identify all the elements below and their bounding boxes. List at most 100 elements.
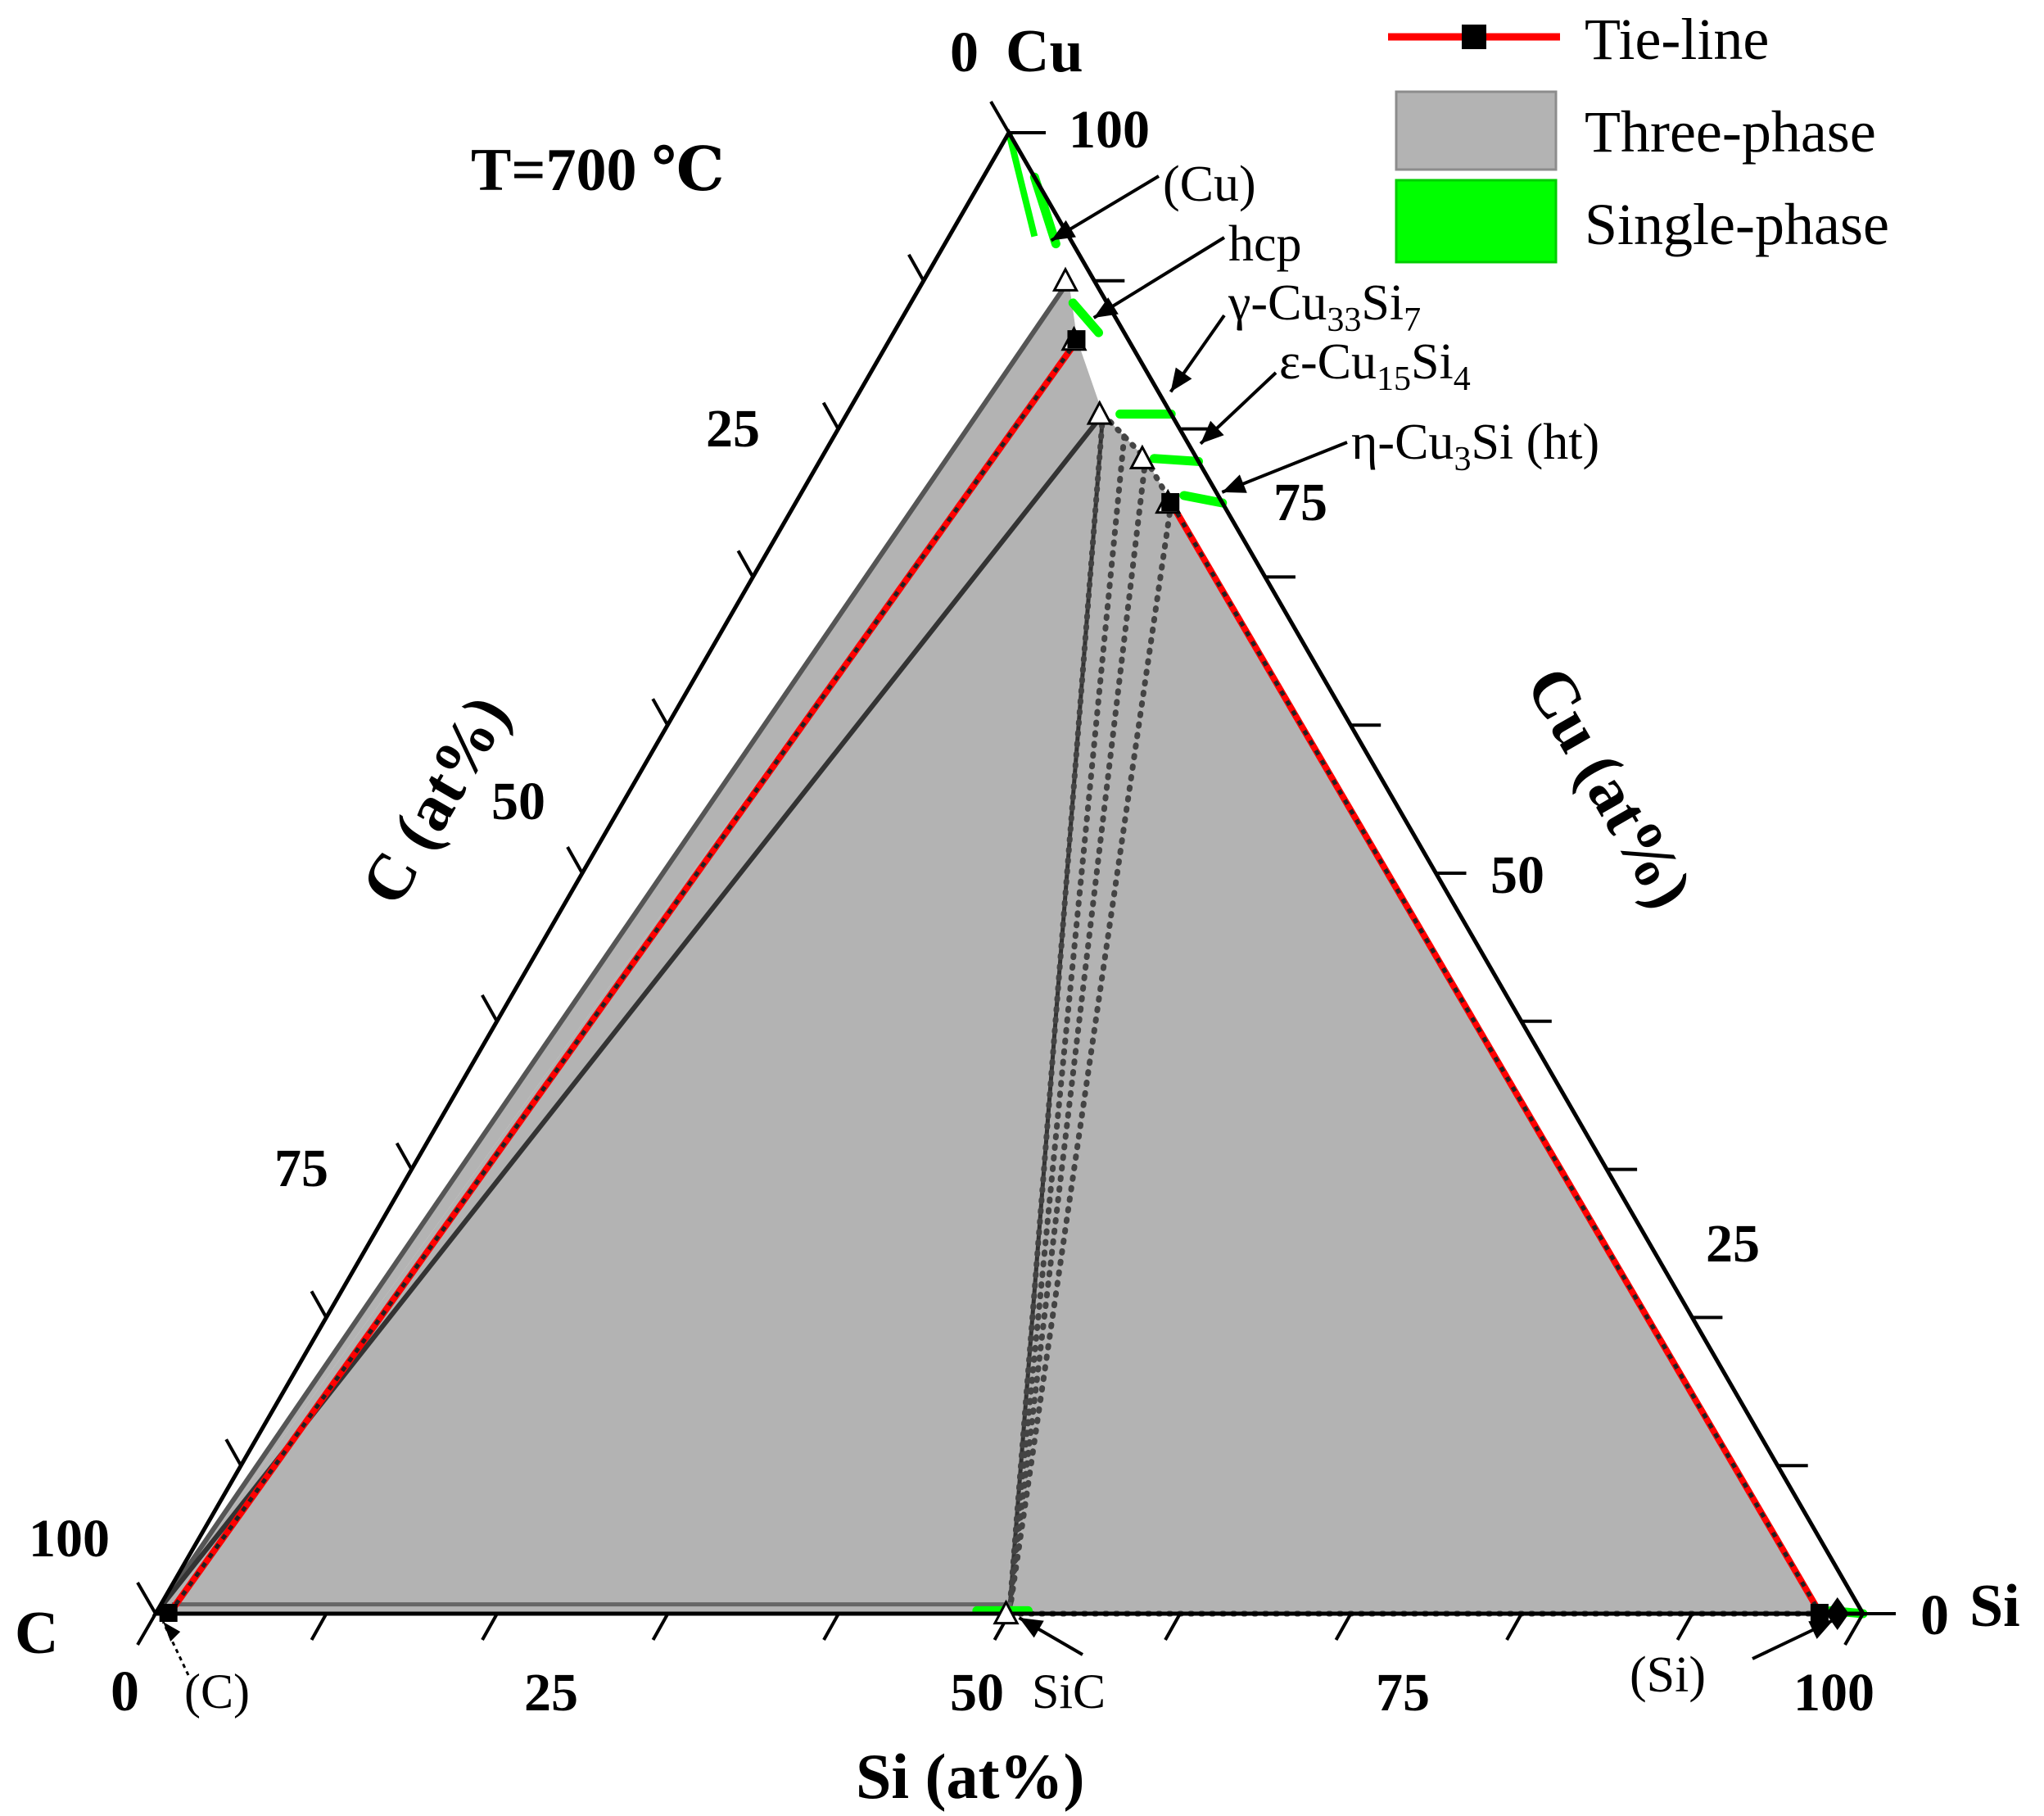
tick-label-c-100: 100 <box>29 1509 110 1569</box>
tick-bottom-60 <box>1164 1613 1182 1641</box>
legend-single-phase-swatch <box>1395 179 1558 264</box>
arrow-gamma-head <box>1170 367 1192 392</box>
arrow-hcp <box>1092 236 1226 319</box>
single-phase-region-4 <box>1179 491 1228 508</box>
tie-lines <box>166 337 1824 1616</box>
tick-left-vertex-down <box>136 1612 157 1646</box>
chart-title: T=700 ℃ <box>471 137 725 204</box>
single-phase-region-3 <box>1149 454 1204 466</box>
eta-main: η-Cu <box>1351 414 1454 470</box>
phase-marker-3 <box>1128 444 1156 469</box>
arrow-sic-head <box>1019 1618 1044 1638</box>
phase-marker-2 <box>1086 400 1113 425</box>
vertex-label-cu: Cu <box>1006 18 1083 85</box>
tick-label-cu-75: 75 <box>1273 473 1327 532</box>
gamma-sub2: 7 <box>1404 301 1421 339</box>
arrow-cu-head <box>1051 220 1076 241</box>
tick-label-si-100: 100 <box>1793 1663 1874 1723</box>
gamma-main: γ-Cu <box>1228 275 1327 331</box>
tick-left-70 <box>736 550 755 578</box>
tick-left-90 <box>907 253 925 282</box>
epsilon-sub2: 4 <box>1454 360 1471 398</box>
tick-left-30 <box>395 1142 414 1171</box>
tie-line-dash-0 <box>167 338 1079 1615</box>
gamma-mid: Si <box>1361 275 1404 331</box>
tick-label-c-75: 75 <box>274 1139 328 1198</box>
three-phase-regions <box>156 280 1820 1614</box>
tie-end-marker-3 <box>1067 330 1086 349</box>
vertex-zero-top: 0 <box>950 21 979 84</box>
tick-bottom-80 <box>1505 1613 1523 1641</box>
tick-bottom-40 <box>822 1613 840 1641</box>
arrow-c <box>161 1621 190 1676</box>
phase-label-si: (Si) <box>1630 1647 1706 1703</box>
arrow-hcp-head <box>1093 297 1119 318</box>
legend-tie-line-marker <box>1462 25 1486 49</box>
phase-label-c: (C) <box>184 1664 250 1719</box>
tick-left-20 <box>310 1290 328 1319</box>
tick-right-vertex-down <box>1843 1612 1865 1646</box>
phase-label-eta: η-Cu3Si (ht) <box>1351 414 1599 478</box>
eta-sub1: 3 <box>1454 441 1471 478</box>
single-phase-region-1 <box>1068 298 1104 337</box>
arrow-eta-head <box>1222 474 1247 493</box>
dotted-boundary-2 <box>1006 500 1174 1617</box>
tick-label-cu-25: 25 <box>1706 1214 1760 1274</box>
tick-bottom-70 <box>1334 1613 1353 1641</box>
legend-three-phase-label: Three-phase <box>1585 99 1876 165</box>
dotted-boundary-0 <box>1006 411 1106 1617</box>
tie-line-dash-1 <box>1169 501 1823 1615</box>
legend-three-phase-swatch <box>1395 90 1558 171</box>
phase-label-epsilon: ε-Cu15Si4 <box>1279 334 1471 398</box>
single-phase-region-0 <box>1029 172 1060 249</box>
boundary-line-0 <box>153 279 1071 1615</box>
tick-left-40 <box>481 994 499 1022</box>
arrow-si-head <box>1808 1620 1834 1639</box>
vertex-zero-right: 0 <box>1920 1584 1949 1647</box>
legend-tie-line-label: Tie-line <box>1585 7 1769 72</box>
tick-top-vertex-left <box>989 100 1011 134</box>
phase-marker-0 <box>1051 266 1079 292</box>
tick-label-c-50: 50 <box>491 772 545 831</box>
axis-ticks <box>136 100 1896 1646</box>
tie-end-marker-1 <box>1810 1604 1829 1622</box>
phase-label-gamma: γ-Cu33Si7 <box>1228 275 1421 339</box>
tick-bottom-10 <box>310 1613 328 1641</box>
arrow-epsilon-head <box>1201 420 1224 444</box>
tick-label-c-25: 25 <box>706 399 760 459</box>
phase-label-hcp: hcp <box>1228 216 1302 272</box>
vertex-label-c: C <box>15 1600 58 1667</box>
tick-left-80 <box>821 401 840 430</box>
tick-label-cu-50: 50 <box>1490 845 1544 905</box>
tick-label-si-25: 25 <box>524 1663 578 1723</box>
tie-end-marker-2 <box>1161 493 1180 511</box>
phase-label-cu: (Cu) <box>1163 156 1256 212</box>
legend-single-phase-label: Single-phase <box>1585 192 1889 257</box>
legend: Tie-line Three-phase Single-phase <box>1388 7 1889 264</box>
three-phase-region-4 <box>1009 503 1820 1614</box>
tick-bottom-90 <box>1675 1613 1694 1641</box>
phase-marker-5 <box>993 1599 1020 1625</box>
tie-end-marker-0 <box>159 1604 178 1622</box>
tick-label-si-50: 50 <box>950 1663 1004 1723</box>
single-phase-cu-edge <box>1006 132 1038 238</box>
vertex-label-si: Si <box>1969 1573 2020 1640</box>
tick-left-vertex <box>136 1581 157 1615</box>
axis-label-si: Si (at%) <box>856 1741 1084 1812</box>
gamma-sub1: 33 <box>1327 301 1361 339</box>
tick-label-si-75: 75 <box>1376 1663 1430 1723</box>
epsilon-main: ε-Cu <box>1279 334 1377 390</box>
arrow-c-head <box>163 1622 181 1642</box>
epsilon-sub1: 15 <box>1377 360 1411 398</box>
tick-label-cu-100: 100 <box>1069 100 1150 160</box>
tick-bottom-20 <box>481 1613 499 1641</box>
tick-left-50 <box>566 846 584 874</box>
dotted-boundary-1 <box>1006 455 1149 1617</box>
three-phase-region-1 <box>156 340 1103 1614</box>
tick-bottom-30 <box>651 1613 670 1641</box>
phase-label-sic: SiC <box>1032 1664 1106 1719</box>
tick-left-60 <box>651 698 669 727</box>
vertex-zero-left: 0 <box>111 1660 139 1723</box>
epsilon-mid: Si <box>1411 334 1454 390</box>
